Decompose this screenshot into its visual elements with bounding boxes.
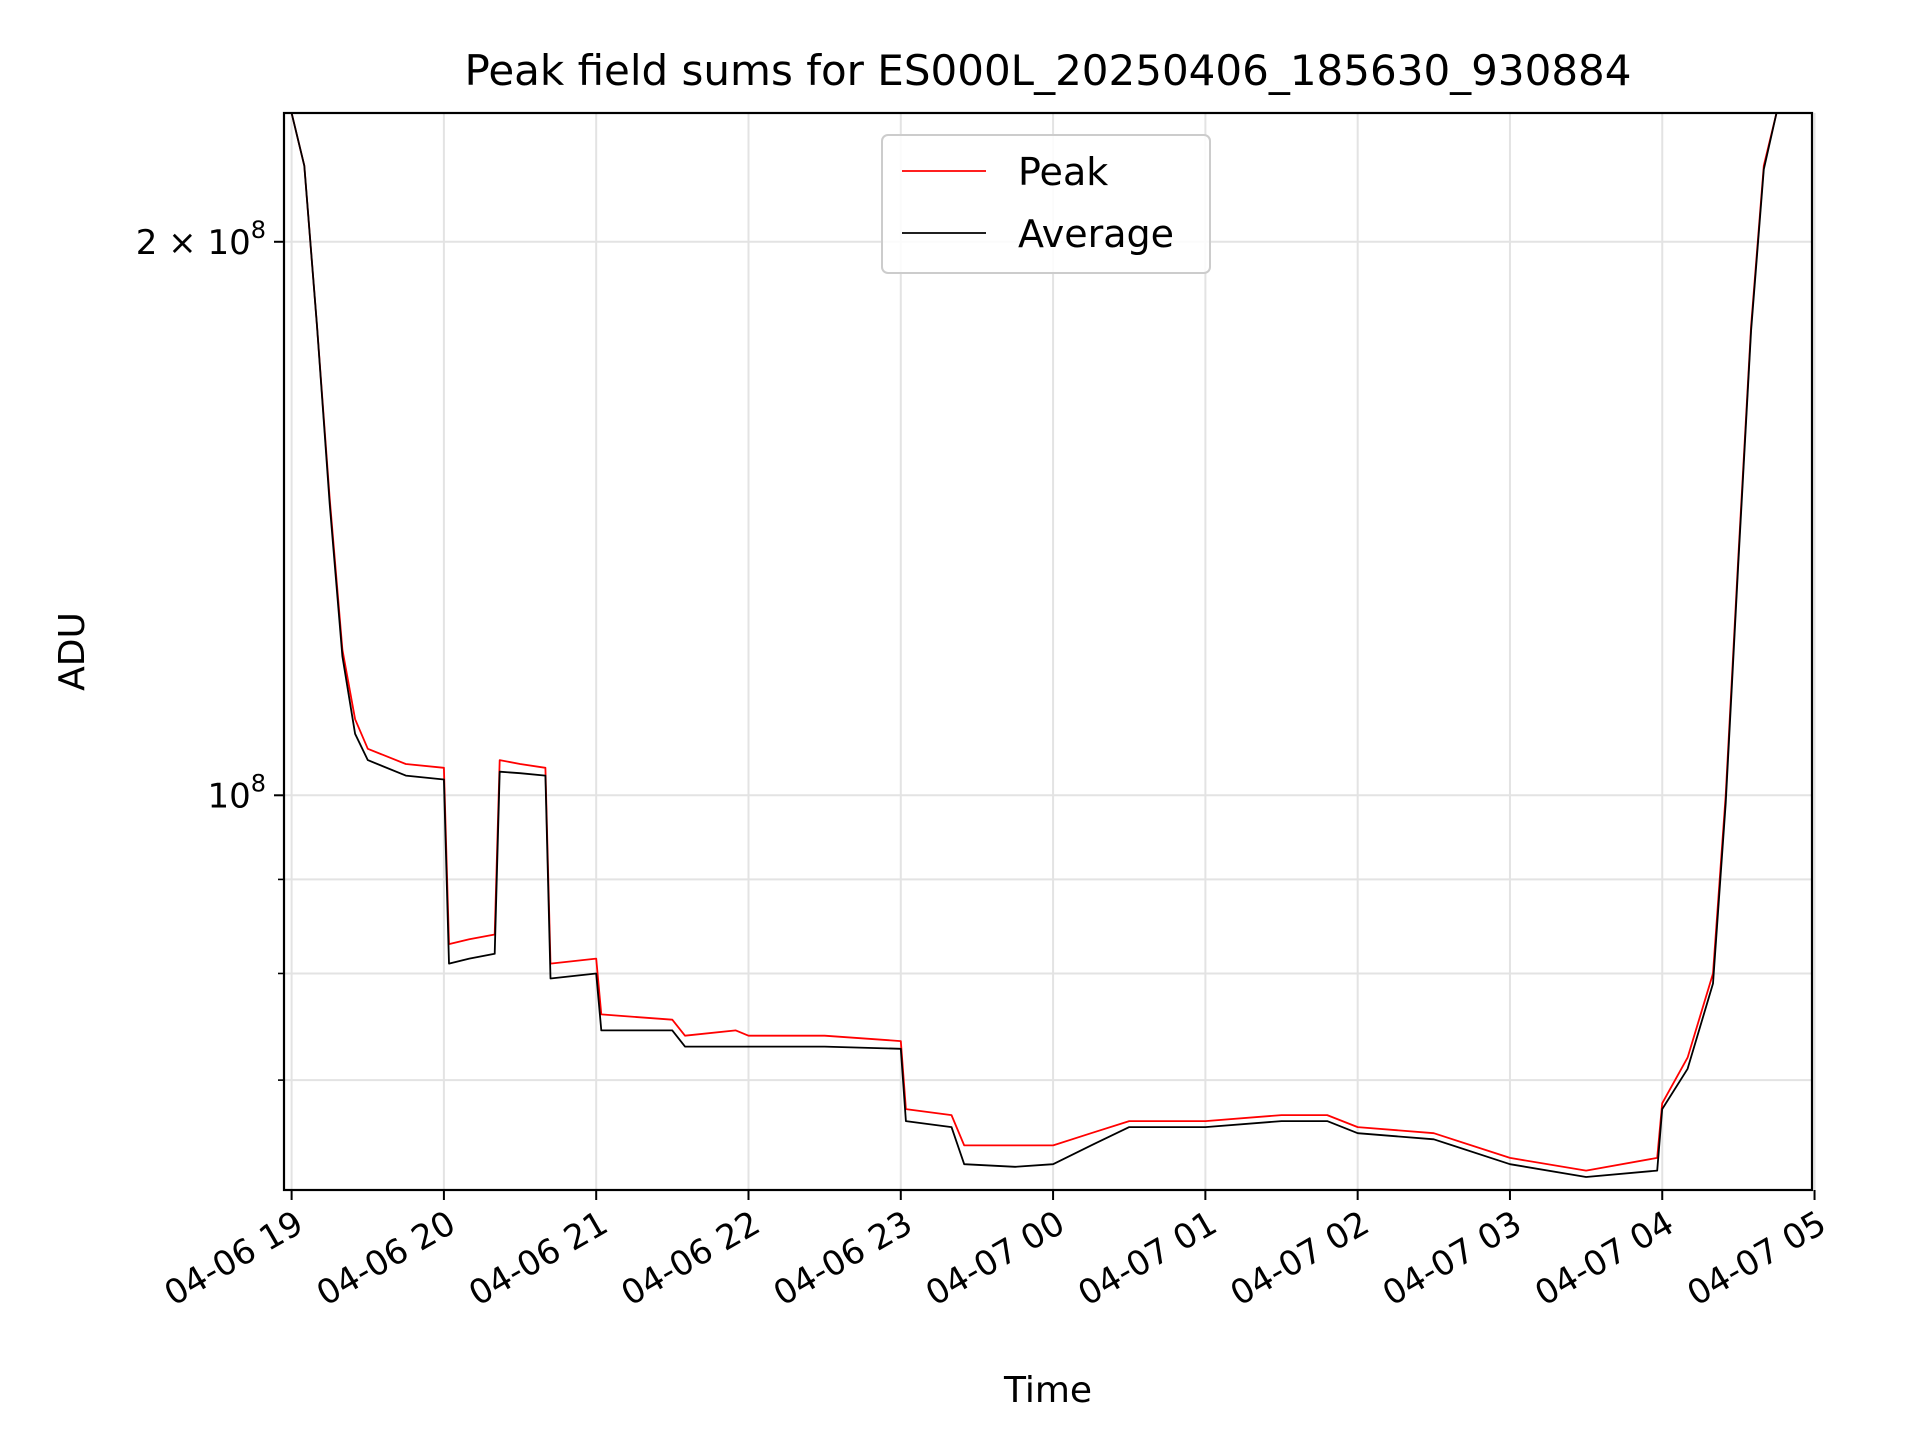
y-tick-exponent: 8: [251, 769, 266, 797]
series-average-line: [290, 113, 1778, 1178]
y-tick-prefix: 2 ×: [136, 223, 208, 263]
chart-title: Peak field sums for ES000L_20250406_1856…: [465, 46, 1632, 95]
y-tick-label: 108: [207, 769, 266, 816]
y-tick-base: 10: [207, 776, 250, 816]
plot-frame: [282, 111, 1814, 1192]
y-axis-label: ADU: [52, 612, 93, 691]
legend: Peak Average: [881, 134, 1211, 274]
y-tick-exponent: 8: [251, 216, 266, 244]
y-tick-label: 2 × 108: [136, 216, 266, 263]
legend-label-average: Average: [1018, 212, 1174, 256]
y-tick-base: 10: [207, 223, 250, 263]
series-layer: [290, 113, 1778, 1178]
legend-label-peak: Peak: [1018, 150, 1108, 194]
grid-layer: [284, 113, 1816, 1190]
legend-box: [881, 134, 1211, 274]
x-axis-label: Time: [1003, 1370, 1092, 1411]
